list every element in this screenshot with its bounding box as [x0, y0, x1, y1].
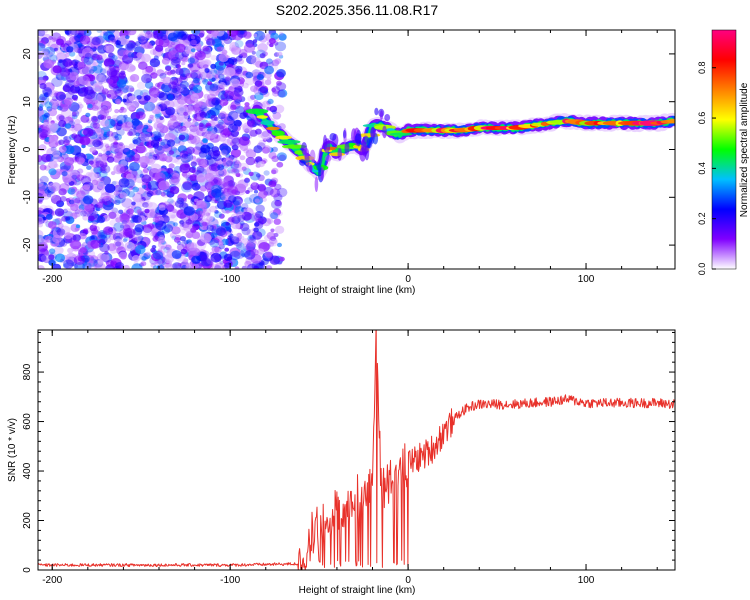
snr-x-axis-label: Height of straight line (km) [299, 585, 416, 596]
colorbar-tick-label: 0.8 [697, 61, 707, 74]
snr-panel: -200 -100 0 100 0 200 400 600 800 Height of str… [7, 329, 676, 596]
spectrogram-y-tick-label: 20 [22, 48, 33, 60]
ridge-streak [343, 129, 347, 139]
colorbar-tick-label: 0.4 [697, 162, 707, 175]
signal-ridge-layer [245, 102, 675, 192]
ridge-blob [245, 108, 269, 115]
snr-x-tick-label: 0 [405, 575, 411, 586]
colorbar-tick-label: 0.6 [697, 112, 707, 125]
chart-title: S202.2025.356.11.08.R17 [276, 2, 439, 18]
colorbar-gradient [712, 30, 736, 269]
ridge-streak [344, 141, 350, 155]
snr-x-tick-label: 100 [578, 575, 595, 586]
spectrogram-y-tick-label: -20 [22, 237, 33, 252]
snr-x-ticks: -200 -100 0 100 [42, 330, 658, 586]
colorbar-frame [711, 29, 737, 270]
ridge-streak [329, 133, 337, 141]
ridge-streak [309, 149, 316, 164]
ridge-streak [370, 127, 376, 138]
ridge-blob [256, 115, 269, 119]
noise-speckle-layer [38, 30, 288, 269]
ridge-streak [324, 155, 332, 162]
ridge-streak [379, 110, 384, 120]
snr-y-axis-label: SNR (10 * v/v) [7, 418, 18, 482]
spectrogram-y-tick-label: -10 [22, 190, 33, 205]
ridge-streak [384, 114, 391, 122]
ridge-streak [382, 125, 387, 139]
ridge-streak [320, 166, 325, 181]
spectrogram-x-tick-label: -200 [42, 274, 62, 285]
spectrogram-y-axis-label: Frequency (Hz) [7, 116, 18, 185]
ridge-streak [322, 134, 328, 151]
snr-y-tick-label: 800 [22, 363, 33, 380]
ridge-streak [314, 176, 319, 192]
snr-y-tick-label: 0 [22, 567, 33, 573]
snr-background [38, 330, 675, 570]
colorbar-tick-label: 0.0 [697, 263, 707, 276]
ridge-blob [389, 132, 413, 136]
snr-frame [37, 329, 676, 571]
spectrogram-x-axis-label: Height of straight line (km) [299, 285, 416, 296]
ridge-streak [303, 147, 310, 158]
snr-y-ticks: 0 200 400 600 800 [22, 331, 675, 573]
spectrogram-x-tick-label: 0 [405, 274, 411, 285]
snr-y-tick-label: 200 [22, 512, 33, 529]
ridge-streak [337, 147, 342, 161]
spectrogram-y-ticks: -20 -10 0 10 20 [22, 48, 675, 252]
ridge-blob [277, 139, 301, 145]
ridge-blob [328, 152, 346, 157]
ridge-streak [374, 107, 379, 116]
snr-y-tick-label: 400 [22, 462, 33, 479]
ridge-blob [260, 120, 275, 126]
spectrogram-x-ticks: -200 -100 0 100 [42, 30, 658, 285]
snr-x-tick-label: -200 [42, 575, 62, 586]
colorbar: 0.0 0.2 0.4 0.6 0.8 Normalized spectral ampl… [697, 29, 750, 275]
snr-series-line [38, 330, 675, 570]
ridge-streak [309, 164, 313, 173]
ridge-streak [362, 141, 368, 157]
ridge-streak [299, 159, 306, 166]
snr-y-tick-label: 600 [22, 413, 33, 430]
ridge-blob [667, 118, 675, 124]
spectrogram-x-tick-label: -100 [220, 274, 240, 285]
spectrogram-y-tick-label: 0 [22, 146, 33, 152]
ridge-blob [275, 135, 292, 140]
ridge-blob [271, 130, 285, 137]
ridge-blob [282, 144, 307, 149]
colorbar-ticks: 0.0 0.2 0.4 0.6 0.8 [697, 61, 716, 275]
ridge-blob [266, 126, 280, 131]
spectrogram-x-tick-label: 100 [578, 274, 595, 285]
ridge-streak [318, 148, 323, 165]
ridge-streak [354, 133, 362, 144]
spectrogram-y-tick-label: 10 [22, 96, 33, 108]
ridge-streak [317, 162, 322, 173]
colorbar-tick-label: 0.2 [697, 212, 707, 225]
colorbar-label: Normalized spectral amplitude [739, 82, 750, 217]
snr-x-tick-label: -100 [220, 575, 240, 586]
ridge-streak [366, 137, 373, 149]
